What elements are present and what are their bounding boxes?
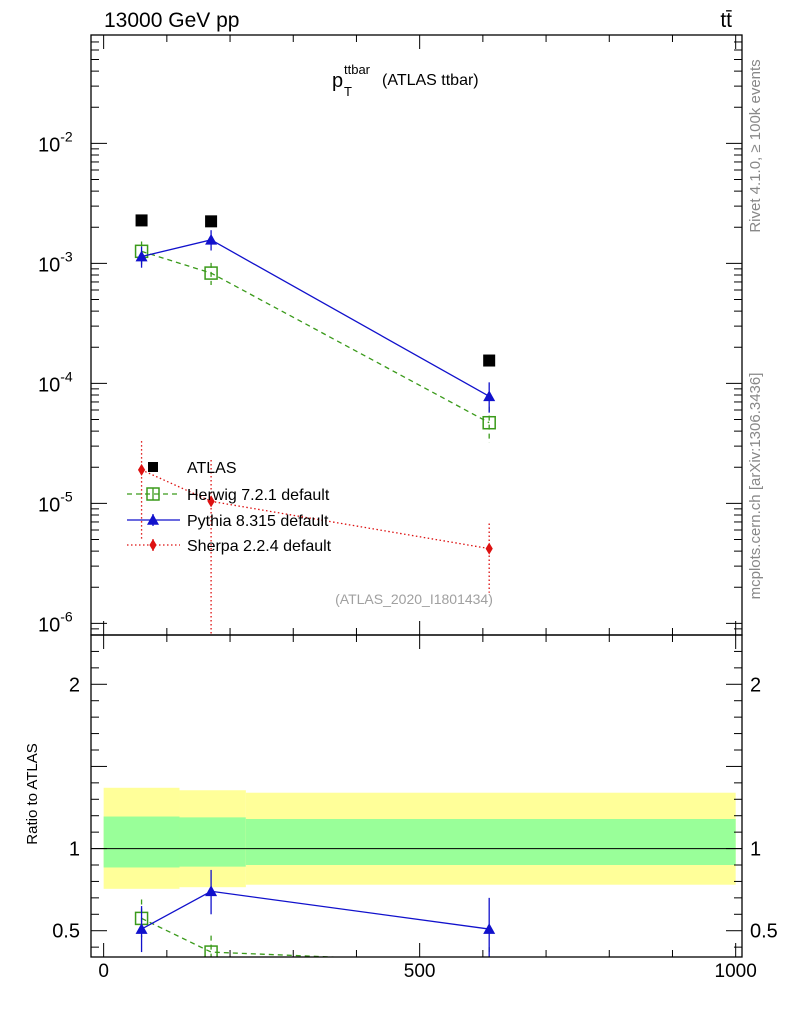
legend-atlas-label: ATLAS (187, 460, 237, 477)
legend-herwig-marker (146, 487, 160, 501)
series-pythia-ratio-line (141, 890, 490, 930)
y-tick-label-exp-3: -5 (60, 488, 73, 504)
y-tick-label-main-3: 10-5 (38, 488, 73, 516)
series-sherpa-line (141, 469, 490, 550)
y-tick-label-exp-0: -2 (60, 128, 73, 144)
y-tick-label-exp-1: -3 (60, 248, 73, 264)
y-tick-label-base-0: 10 (38, 134, 60, 156)
reference-label: (ATLAS_2020_I1801434) (335, 591, 493, 607)
data-series (134, 214, 496, 1018)
series-sherpa-point-2 (485, 542, 493, 555)
plot-title: p T ttbar (ATLAS ttbar) (332, 62, 479, 99)
x-tick-label-1: 500 (404, 961, 436, 982)
y-tick-label-ratio-left-1: 1 (69, 839, 80, 861)
y-tick-label-ratio-right-2: 2 (750, 674, 761, 696)
series-herwig-point-1 (204, 266, 218, 280)
process-label: tt̄ (720, 9, 732, 32)
axes-frame (90, 34, 743, 958)
svg-text:T: T (344, 84, 352, 99)
series-sherpa-ratio-line (142, 1008, 490, 1012)
series-herwig-ratio-point-1 (204, 945, 218, 957)
y-tick-label-base-2: 10 (38, 374, 60, 396)
ratio-frame (90, 634, 743, 958)
y-tick-label-main-4: 10-6 (38, 608, 73, 636)
legend-pythia-marker (147, 514, 159, 525)
series-sherpa-ratio-point-1 (207, 1006, 214, 1018)
x-tick-label-2: 1000 (715, 961, 757, 982)
series-atlas-point-1 (205, 215, 218, 228)
series-herwig-point-2 (482, 415, 496, 430)
band-inner-1 (179, 817, 246, 867)
y-tick-label-main-2: 10-4 (38, 368, 73, 396)
series-atlas-point-2 (483, 354, 496, 367)
series-sherpa-point-1 (207, 495, 215, 508)
series-herwig-ratio-point-2 (482, 956, 496, 957)
y-tick-label-exp-2: -4 (60, 368, 73, 384)
ratio-ylabel: Ratio to ATLAS (24, 743, 41, 844)
band-inner-2 (245, 819, 736, 865)
svg-text:ttbar: ttbar (344, 62, 371, 77)
main-panel-marks (134, 214, 496, 635)
y-tick-label-main-1: 10-3 (38, 248, 73, 276)
energy-label: 13000 GeV pp (104, 9, 239, 32)
source-label: mcplots.cern.ch [arXiv:1306.3436] (747, 373, 764, 600)
y-tick-label-ratio-left-2: 2 (69, 674, 80, 696)
y-tick-label-main-0: 10-2 (38, 128, 73, 156)
y-tick-label-ratio-left-0: 0.5 (52, 921, 80, 943)
band-inner-0 (103, 816, 180, 868)
y-tick-label-base-1: 10 (38, 254, 60, 276)
legend: ATLAS Herwig 7.2.1 default Pythia 8.315 de… (127, 460, 332, 555)
series-herwig-line (141, 250, 490, 424)
legend-sherpa-marker (149, 539, 157, 551)
ratio-panel-marks (134, 869, 496, 1018)
x-tick-label-0: 0 (98, 961, 109, 982)
y-tick-label-base-4: 10 (38, 614, 60, 636)
y-tick-label-ratio-right-0: 0.5 (750, 921, 778, 943)
svg-text:(ATLAS ttbar): (ATLAS ttbar) (382, 72, 479, 89)
y-tick-label-base-3: 10 (38, 494, 60, 516)
series-pythia-ratio-point-1 (205, 885, 218, 897)
ratio-bands (103, 787, 736, 889)
series-sherpa-ratio-point-2 (486, 1002, 493, 1014)
series-pythia-ratio-point-2 (483, 923, 496, 934)
legend-sherpa-label: Sherpa 2.2.4 default (187, 538, 332, 555)
legend-herwig-label: Herwig 7.2.1 default (187, 487, 330, 504)
series-sherpa-ratio-point-0 (138, 1006, 145, 1018)
y-tick-label-ratio-right-1: 1 (750, 839, 761, 861)
series-pythia-point-0 (135, 250, 148, 262)
svg-text:p: p (332, 70, 343, 92)
legend-pythia-label: Pythia 8.315 default (187, 513, 329, 530)
series-pythia-ratio-point-0 (135, 923, 148, 934)
series-pythia-point-1 (205, 233, 218, 245)
legend-atlas-marker (148, 462, 158, 472)
series-sherpa-point-0 (137, 463, 146, 476)
y-tick-label-exp-4: -6 (60, 608, 73, 624)
series-atlas-point-0 (135, 214, 148, 227)
series-pythia-point-2 (483, 390, 496, 402)
rivet-label: Rivet 4.1.0, ≥ 100k events (747, 59, 764, 232)
series-pythia-line (141, 239, 490, 397)
